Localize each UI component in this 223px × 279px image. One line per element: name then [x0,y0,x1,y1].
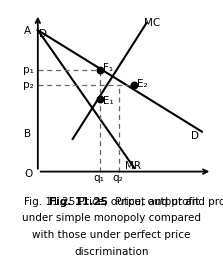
Point [99,97,102,102]
Text: B: B [24,129,31,140]
Text: E₁: E₁ [103,96,114,106]
Text: Price, output and profit: Price, output and profit [112,197,223,207]
Point [99,68,102,72]
Text: q₁: q₁ [93,173,104,183]
Text: discrimination: discrimination [74,247,149,257]
Text: O: O [25,169,33,179]
Text: q₂: q₂ [112,173,123,183]
Text: Fig. 11.25: Fig. 11.25 [49,197,112,207]
Text: p₁: p₁ [23,65,34,75]
Text: under simple monopoly compared: under simple monopoly compared [22,213,201,223]
Text: with those under perfect price: with those under perfect price [32,230,191,240]
Text: MC: MC [144,18,160,28]
Point [132,83,136,88]
Text: MR: MR [125,161,141,171]
Text: F₁: F₁ [103,63,114,73]
Text: p₂: p₂ [23,80,34,90]
Text: D: D [39,29,47,39]
Text: Fig. 11.25 Price, output and profit: Fig. 11.25 Price, output and profit [24,197,199,207]
Text: D: D [191,131,199,141]
Text: A: A [24,26,31,36]
Text: E₂: E₂ [137,79,148,89]
